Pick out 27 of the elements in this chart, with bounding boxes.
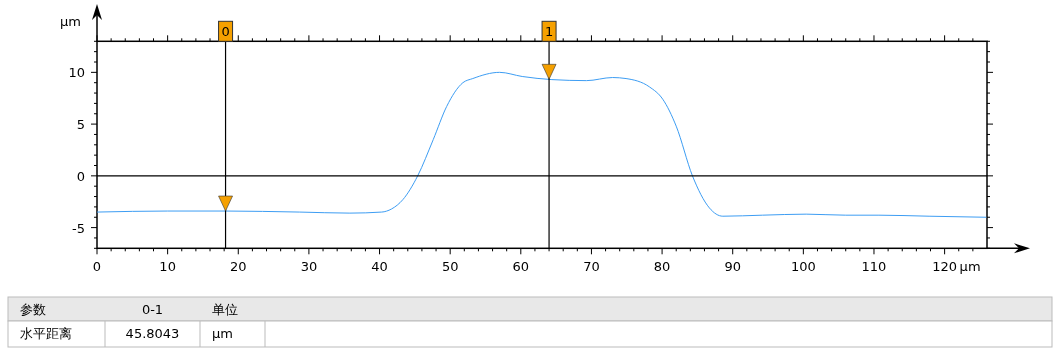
x-tick-label: 60 [512,259,530,275]
annotation: 0 [221,24,230,40]
x-tick-label: 90 [724,259,741,275]
x-tick-label: 20 [230,259,247,275]
x-tick-label: 100 [790,259,816,275]
x-tick-label: 120 [932,259,958,275]
x-axis-title: μm [959,259,981,275]
y-tick-label: 5 [76,117,85,133]
y-tick-label: -5 [72,220,85,236]
x-tick-label: 10 [159,259,176,275]
text: 参数 [20,302,46,317]
y-tick-label: 10 [68,65,85,81]
text: 单位 [212,302,238,317]
x-tick-label: 110 [861,259,887,275]
text: μm [212,326,233,341]
x-tick-label: 80 [653,259,671,275]
y-axis-title: μm [60,14,81,29]
x-tick-label: 30 [300,259,318,275]
x-tick-label: 70 [583,259,600,275]
annotation: 1 [544,24,554,40]
text: 水平距离 [20,326,72,341]
x-tick-label: 40 [371,259,388,275]
text: 45.8043 [125,326,180,341]
x-tick-label: 0 [92,259,102,275]
x-tick-label: 50 [441,259,459,275]
text: 0-1 [141,302,164,317]
y-tick-label: 0 [76,168,85,184]
